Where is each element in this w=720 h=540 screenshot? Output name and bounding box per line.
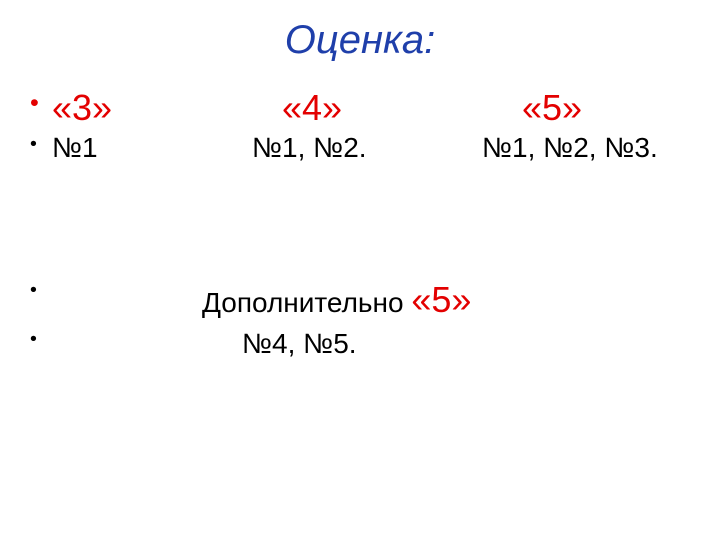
extra-label: Дополнительно bbox=[202, 287, 411, 318]
content-list: «3» «4» «5» №1 №1, №2. №1, №2, №3. Допол… bbox=[30, 85, 690, 363]
extra-tasks-row: №4, №5. bbox=[30, 325, 690, 363]
slide-title: Оценка: bbox=[30, 18, 690, 63]
tasks-for-3: №1 bbox=[52, 130, 252, 166]
extra-tasks: №4, №5. bbox=[242, 328, 357, 359]
tasks-for-5: №1, №2, №3. bbox=[482, 130, 690, 166]
extra-grade: «5» bbox=[411, 279, 471, 320]
grade-4: «4» bbox=[282, 85, 522, 130]
extra-row: Дополнительно «5» bbox=[30, 276, 690, 325]
spacer bbox=[30, 166, 690, 276]
slide: Оценка: «3» «4» «5» №1 №1, №2. №1, №2, №… bbox=[0, 0, 720, 540]
tasks-row: №1 №1, №2. №1, №2, №3. bbox=[30, 130, 690, 166]
tasks-for-4: №1, №2. bbox=[252, 130, 482, 166]
grade-5: «5» bbox=[522, 85, 690, 130]
grade-3: «3» bbox=[52, 85, 282, 130]
grades-row: «3» «4» «5» bbox=[30, 85, 690, 130]
